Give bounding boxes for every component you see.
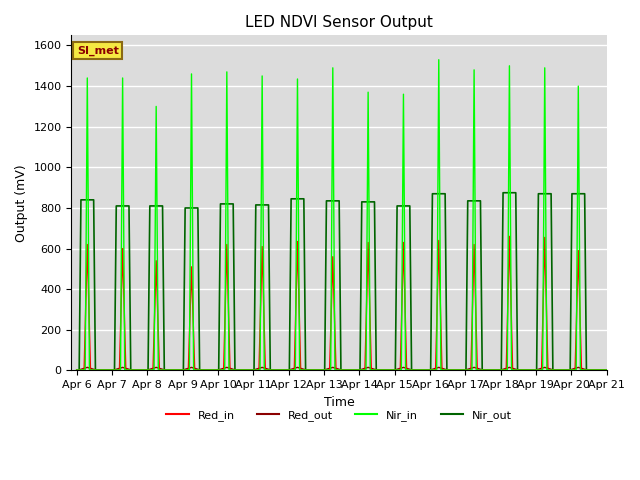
Title: LED NDVI Sensor Output: LED NDVI Sensor Output	[245, 15, 433, 30]
Text: SI_met: SI_met	[77, 46, 118, 56]
X-axis label: Time: Time	[324, 396, 355, 408]
Legend: Red_in, Red_out, Nir_in, Nir_out: Red_in, Red_out, Nir_in, Nir_out	[162, 406, 516, 425]
Y-axis label: Output (mV): Output (mV)	[15, 164, 28, 242]
